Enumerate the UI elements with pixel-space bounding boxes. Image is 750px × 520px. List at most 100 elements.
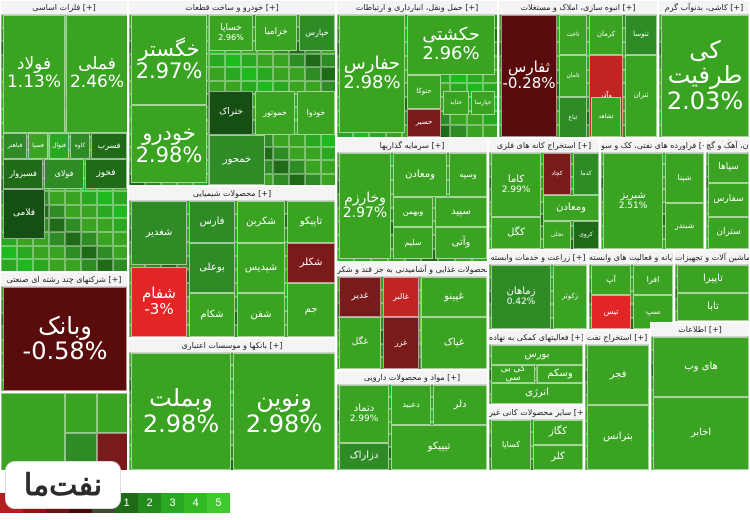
sector-s3[interactable]: حمل ونقل، انبارداری و ارتباطات [+] حفارس 2… [336, 0, 498, 138]
stock-tile[interactable]: خپارس [299, 15, 335, 51]
stock-tile[interactable]: کی بی سی [491, 365, 535, 383]
stock-tile[interactable]: فسبزوار [3, 159, 43, 189]
stock-tile[interactable]: دتماد 2.99% [339, 385, 389, 443]
stock-tile[interactable]: فارس [189, 201, 235, 243]
stock-tile[interactable]: دلر [433, 385, 487, 425]
sector-s12[interactable]: محصولات غذایی و آشامیدنی به جز قند و شکر… [336, 262, 488, 370]
stock-tile[interactable]: دعبید [391, 385, 431, 425]
stock-tile[interactable]: کگاز [533, 420, 583, 445]
stock-tile[interactable]: خزامیا [255, 15, 297, 51]
stock-tile[interactable]: فلامی [3, 189, 45, 239]
stock-tile[interactable]: فولای [44, 159, 84, 189]
stock-tile[interactable]: شپنا [665, 153, 704, 203]
sector-s15[interactable]: ماشین آلات و تجهیزات [+] تاپیرا تابا [674, 250, 750, 322]
stock-tile[interactable]: فباهنر [3, 133, 27, 159]
stock-tile[interactable]: بوعلی [189, 243, 235, 293]
stock-tile[interactable]: های وب [653, 337, 749, 397]
stock-tile[interactable]: شپدیس [237, 243, 285, 293]
stock-tile[interactable]: ومعادن [393, 153, 447, 197]
sector-s10[interactable]: سیمان، آهک و گچ [+] سپاها سفارس ستران [705, 138, 750, 250]
stock-tile[interactable]: اخابر [653, 397, 749, 470]
sector-s19[interactable]: سایر محصولات کانی غیر [+] کساپا کگاز کلر [488, 405, 584, 471]
stock-tile[interactable]: سپید [435, 197, 487, 227]
stock-tile[interactable]: ختراک [209, 91, 253, 135]
sector-title[interactable]: کاشی، بدنوآب گرم [+] [659, 1, 749, 15]
sector-s13[interactable]: زراعت و خدمات وابسته [+] زماهان 0.42% زکوثر [488, 250, 588, 330]
sector-title[interactable]: استخراج کانه های فلزی [+] [489, 139, 599, 153]
stock-tile[interactable]: وخارزم 2.97% [339, 153, 391, 259]
stock-tile[interactable]: تاپیرا [677, 265, 749, 293]
stock-tile[interactable]: خودرو 2.98% [131, 105, 207, 183]
sector-title[interactable]: فعالیتهای کمکی به نهاده [+] [489, 331, 583, 345]
stock-tile[interactable]: بترانس [587, 405, 649, 470]
sector-title[interactable]: شرکتهای چند رشته ای صنعتی [+] [1, 273, 127, 287]
stock-tile[interactable]: انرژی [491, 383, 583, 404]
stock-tile[interactable]: شبندر [665, 203, 704, 249]
stock-tile[interactable]: شکلر [287, 243, 335, 283]
stock-tile[interactable]: خمحور [209, 135, 265, 185]
stock-tile[interactable]: تیس [591, 295, 631, 329]
stock-tile[interactable]: کگل [491, 217, 541, 249]
stock-tile[interactable]: تابا [677, 293, 749, 321]
sector-title[interactable]: بانکها و موسسات اعتباری [+] [129, 339, 335, 353]
stock-tile[interactable]: تاپیکو [287, 201, 335, 243]
stock-tile[interactable]: ثشاهد [591, 97, 621, 137]
stock-tile[interactable]: فسپا [28, 133, 48, 159]
stock-tile[interactable]: بورس [491, 345, 583, 365]
sector-title[interactable]: محصولات شیمیایی [+] [129, 187, 335, 201]
stock-tile[interactable]: ثنوسا [625, 15, 657, 55]
sector-s20[interactable]: استخراج نفت [+] فجر بترانس [584, 330, 650, 471]
stock-tile[interactable]: غدیر [339, 277, 381, 317]
stock-tile[interactable]: سلیم [393, 227, 433, 259]
sector-s18[interactable]: فعالیتهای کمکی به نهاده [+] بورس کی بی سی و… [488, 330, 584, 405]
stock-tile[interactable]: آپ [591, 265, 631, 295]
stock-tile[interactable]: کروی [573, 221, 599, 249]
sector-s16[interactable]: بانکها و موسسات اعتباری [+] وبملت 2.98% ونو… [128, 338, 336, 471]
sector-s1[interactable]: فلزات اساسی [+] فولاد 1.13% فملی 2.46% فباهنر… [0, 0, 128, 272]
stock-tile[interactable]: حتاید [443, 91, 469, 115]
sector-s6[interactable]: محصولات شیمیایی [+] شغدیر فارس شکربن تاپیکو ش… [128, 186, 336, 338]
stock-tile[interactable]: غپاک [421, 317, 487, 369]
stock-tile[interactable]: حفارس 2.98% [339, 15, 405, 133]
stock-tile[interactable]: تیپیکو [391, 425, 487, 470]
sector-title[interactable]: سرمایه گذاریها [+] [337, 139, 487, 153]
stock-tile[interactable]: کلر [533, 445, 583, 470]
stock-tile[interactable]: افرا [633, 265, 673, 295]
stock-tile[interactable]: وبهمن [393, 197, 433, 227]
sector-s11[interactable]: شرکتهای چند رشته ای صنعتی [+] وبانک -0.58%… [0, 272, 128, 392]
sector-title[interactable]: زراعت و خدمات وابسته [+] [489, 251, 587, 265]
sector-s14[interactable]: رایانه و فعالیت های وابسته [+] آپ افرا تیس س… [588, 250, 674, 330]
stock-tile[interactable]: کدما [573, 153, 599, 195]
stock-tile[interactable]: شکام [189, 293, 235, 337]
stock-tile[interactable]: دزاراک [339, 443, 389, 470]
sector-s8[interactable]: استخراج کانه های فلزی [+] کاما 2.99% کچاد کد… [488, 138, 600, 250]
stock-tile[interactable]: ثاخت [559, 15, 587, 55]
stock-tile[interactable]: وآتی [435, 227, 487, 259]
stock-tile[interactable]: شفن [237, 293, 285, 337]
stock-tile[interactable]: سفارس [708, 183, 749, 217]
stock-tile[interactable]: کی طرفیت 2.03% [661, 15, 749, 137]
sector-s9[interactable]: فراورده های نفتی، کک و سو [+]شبریز2.51%ش… [600, 138, 705, 250]
stock-tile[interactable]: زکوثر [553, 265, 587, 329]
stock-tile[interactable]: زماهان 0.42% [491, 265, 551, 329]
stock-tile[interactable]: شغدیر [131, 201, 187, 265]
stock-tile[interactable]: سپاها [708, 153, 749, 183]
stock-tile[interactable]: ونوین 2.98% [233, 353, 335, 470]
stock-tile[interactable]: غپینو [421, 277, 487, 317]
sector-s2[interactable]: خودرو و ساخت قطعات [+] خگستر 2.97% خودرو 2.9… [128, 0, 336, 186]
stock-tile[interactable]: کاما 2.99% [491, 153, 541, 217]
sector-title[interactable]: محصولات غذایی و آشامیدنی به جز قند و شکر… [337, 263, 487, 277]
stock-tile[interactable]: ستران [708, 217, 749, 249]
stock-tile[interactable]: فخوز [85, 159, 127, 189]
sector-title[interactable]: رایانه و فعالیت های وابسته [+] [589, 251, 673, 265]
stock-tile[interactable]: کساپا [491, 420, 531, 470]
stock-tile[interactable]: خودوا [297, 91, 335, 135]
sector-s7[interactable]: سرمایه گذاریها [+] وخارزم 2.97% ومعادن وسپه و… [336, 138, 488, 262]
sector-title[interactable]: حمل ونقل، انبارداری و ارتباطات [+] [337, 1, 497, 15]
stock-tile[interactable]: وبانک -0.58% [3, 287, 127, 391]
stock-tile[interactable]: وسپه [449, 153, 487, 197]
stock-tile[interactable]: وبملت 2.98% [131, 353, 231, 470]
stock-tile[interactable]: ومعادن [543, 195, 599, 221]
sector-s21[interactable]: اطلاعات [+] های وب اخابر [650, 322, 750, 471]
stock-tile[interactable]: شبریز 2.51% [603, 153, 663, 249]
